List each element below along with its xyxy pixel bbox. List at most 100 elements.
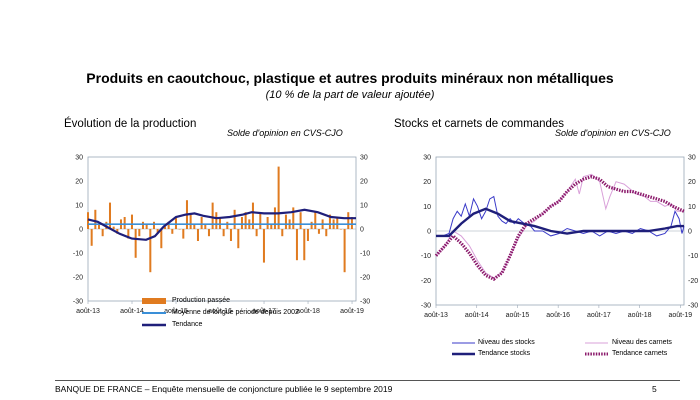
legend-label-stocks: Niveau des stocks (478, 339, 535, 346)
production-bar (178, 229, 181, 230)
left-chart-note: Solde d'opinion en CVS-CJO (227, 128, 343, 138)
legend-label-production: Production passée (172, 297, 230, 304)
production-bar (347, 212, 350, 229)
production-ytick-right: 20 (360, 179, 368, 186)
production-bar (200, 217, 203, 229)
production-bar (284, 214, 287, 229)
production-bar (237, 229, 240, 249)
right-chart-note: Solde d'opinion en CVS-CJO (555, 128, 671, 138)
production-bar (138, 229, 141, 237)
production-bar (152, 221, 155, 229)
stocks-ytick-right: 30 (688, 155, 696, 162)
footer-page-number: 5 (652, 384, 657, 394)
legend-swatch-production (142, 298, 166, 304)
production-xtick-label: août-14 (120, 308, 144, 315)
production-xtick-label: août-18 (296, 308, 320, 315)
production-ytick-left: 10 (75, 203, 83, 210)
stocks-ytick-left: -10 (421, 253, 431, 260)
production-bar (306, 229, 309, 241)
production-xtick-label: août-17 (252, 308, 276, 315)
stocks-xtick-label: août-17 (587, 312, 611, 319)
production-bar (244, 212, 247, 229)
production-bar (211, 202, 214, 229)
stocks-ytick-right: 10 (688, 204, 696, 211)
production-xtick-label: août-16 (208, 308, 232, 315)
production-bar (86, 212, 90, 229)
production-bar (167, 221, 170, 229)
production-ytick-left: -30 (73, 299, 83, 306)
stocks-xtick-label: août-15 (506, 312, 530, 319)
left-chart-title: Évolution de la production (64, 118, 197, 130)
production-bar (343, 229, 346, 273)
production-bar (299, 212, 302, 229)
production-bar (295, 229, 298, 261)
production-ytick-left: -20 (73, 275, 83, 282)
production-bar (215, 212, 218, 229)
production-bar (292, 207, 295, 229)
production-bar (255, 229, 258, 237)
production-bar (325, 229, 328, 237)
stocks-ytick-left: -20 (421, 278, 431, 285)
production-ytick-left: -10 (73, 251, 83, 258)
production-ytick-right: -10 (360, 251, 370, 258)
stocks-ytick-left: 10 (423, 204, 431, 211)
production-bar (266, 217, 269, 229)
production-xtick-label: août-13 (76, 308, 100, 315)
production-bar (310, 221, 313, 229)
production-bar (130, 214, 133, 229)
production-bar (141, 221, 144, 229)
production-bar (317, 229, 320, 234)
production-ytick-left: 20 (75, 179, 83, 186)
stocks-ytick-right: 0 (688, 229, 692, 236)
production-bar (174, 217, 177, 229)
stocks-ytick-left: -30 (421, 303, 431, 310)
production-bar (149, 229, 152, 273)
production-bar (229, 229, 232, 241)
stocks-ytick-left: 20 (423, 179, 431, 186)
production-bar (145, 224, 148, 229)
production-ytick-left: 30 (75, 155, 83, 162)
production-bar (156, 229, 159, 234)
production-ytick-right: 0 (360, 227, 364, 234)
production-bar (207, 229, 210, 237)
production-bar (350, 217, 353, 229)
production-bar (339, 229, 342, 230)
production-ytick-left: 0 (79, 227, 83, 234)
stocks-xtick-label: août-19 (668, 312, 692, 319)
production-bar (277, 166, 280, 229)
footer-divider (55, 380, 680, 381)
stocks-xtick-label: août-16 (546, 312, 570, 319)
production-bar (101, 229, 104, 237)
production-ytick-right: 10 (360, 203, 368, 210)
page-title: Produits en caoutchouc, plastique et aut… (86, 70, 614, 86)
production-bar (222, 229, 225, 237)
production-bar (134, 229, 137, 258)
production-bar (97, 224, 101, 229)
production-bar (262, 229, 265, 263)
production-bar (251, 202, 254, 229)
footer-source: BANQUE DE FRANCE – Enquête mensuelle de … (55, 384, 393, 394)
production-bar (160, 229, 163, 249)
legend-label-tendance-stocks: Tendance stocks (478, 350, 531, 357)
production-bar (240, 217, 243, 229)
production-bar (218, 217, 221, 229)
production-bar (336, 217, 339, 229)
production-bar (193, 224, 196, 229)
production-bar (233, 209, 236, 229)
legend-label-tendance: Tendance (172, 321, 203, 328)
production-bar (328, 214, 331, 229)
production-bar (259, 212, 262, 229)
production-bar (196, 229, 199, 241)
production-bar (112, 226, 115, 229)
stocks-xtick-label: août-18 (628, 312, 652, 319)
page-subtitle: (10 % de la part de valeur ajoutée) (265, 89, 435, 101)
production-xtick-label: août-15 (164, 308, 188, 315)
stocks-xtick-label: août-13 (424, 312, 448, 319)
production-bar (314, 212, 317, 229)
tendance-stocks-line (436, 207, 684, 238)
tendance-line (87, 208, 356, 241)
production-bar (281, 229, 284, 237)
production-bar (108, 202, 112, 229)
legend-label-carnets: Niveau des carnets (612, 339, 672, 346)
legend-label-tendance-carnets: Tendance carnets (612, 350, 668, 357)
